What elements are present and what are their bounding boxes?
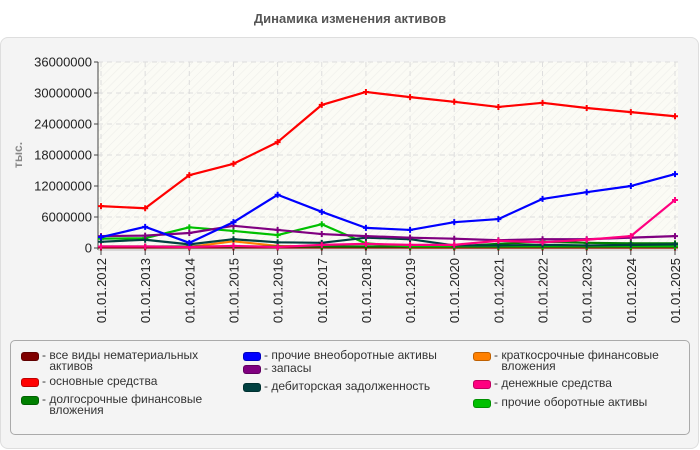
legend-swatch bbox=[473, 380, 491, 389]
svg-text:36000000: 36000000 bbox=[34, 55, 92, 70]
legend-item-cash: - денежные средства bbox=[473, 376, 612, 390]
svg-text:24000000: 24000000 bbox=[34, 117, 92, 132]
svg-text:01.01.2017: 01.01.2017 bbox=[315, 258, 330, 323]
legend-swatch bbox=[243, 365, 261, 374]
svg-text:01.01.2024: 01.01.2024 bbox=[624, 258, 639, 323]
svg-text:01.01.2018: 01.01.2018 bbox=[359, 258, 374, 323]
legend-label: запасы bbox=[271, 361, 312, 375]
svg-text:01.01.2015: 01.01.2015 bbox=[226, 258, 241, 323]
legend-item-other-current-assets: - прочие оборотные активы bbox=[473, 395, 648, 409]
legend-label: долгосрочные финансовые вложения bbox=[49, 392, 203, 417]
svg-text:01.01.2019: 01.01.2019 bbox=[403, 258, 418, 323]
legend-swatch bbox=[21, 396, 39, 405]
legend-label: краткосрочные финансовые вложения bbox=[501, 348, 659, 373]
legend-item-long-term-investments: - долгосрочные финансовые вложения bbox=[21, 392, 203, 417]
data-series bbox=[98, 88, 678, 251]
legend-swatch bbox=[473, 399, 491, 408]
y-axis-label: тыс. bbox=[11, 142, 25, 168]
grid-lines bbox=[98, 61, 678, 248]
legend-item-intangible-assets: - все виды нематериальных активов bbox=[21, 348, 199, 373]
chart-title: Динамика изменения активов bbox=[253, 11, 447, 26]
y-axis-ticks: 0 6000000 12000000 18000000 24000000 30000000… bbox=[34, 55, 98, 256]
svg-text:30000000: 30000000 bbox=[34, 86, 92, 101]
legend-swatch bbox=[21, 378, 39, 387]
svg-text:18000000: 18000000 bbox=[34, 148, 92, 163]
legend-label: основные средства bbox=[49, 374, 158, 388]
legend-swatch bbox=[243, 352, 261, 361]
legend-label: прочие оборотные активы bbox=[501, 395, 648, 409]
svg-text:01.01.2023: 01.01.2023 bbox=[580, 258, 595, 323]
legend-item-receivables: - дебиторская задолженность bbox=[243, 379, 431, 393]
line-chart: 0 6000000 12000000 18000000 24000000 30000000… bbox=[11, 55, 683, 324]
svg-text:01.01.2016: 01.01.2016 bbox=[271, 258, 286, 323]
svg-text:12000000: 12000000 bbox=[34, 179, 92, 194]
x-axis-ticks: 01.01.2012 01.01.2013 01.01.2014 01.01.2015… bbox=[94, 250, 683, 323]
legend-item-other-noncurrent-assets: - прочие внеоборотные активы bbox=[243, 348, 437, 362]
legend-label: все виды нематериальных активов bbox=[49, 348, 199, 373]
legend-label: денежные средства bbox=[501, 376, 612, 390]
chart-legend: - все виды нематериальных активов - осно… bbox=[10, 340, 690, 435]
legend-label: дебиторская задолженность bbox=[271, 379, 431, 393]
svg-text:01.01.2013: 01.01.2013 bbox=[138, 258, 153, 323]
legend-item-fixed-assets: - основные средства bbox=[21, 374, 158, 388]
legend-item-short-term-investments: - краткосрочные финансовые вложения bbox=[473, 348, 659, 373]
svg-text:0: 0 bbox=[85, 241, 92, 256]
svg-text:01.01.2014: 01.01.2014 bbox=[182, 258, 197, 323]
legend-label: прочие внеоборотные активы bbox=[271, 348, 437, 362]
svg-text:01.01.2021: 01.01.2021 bbox=[491, 258, 506, 323]
legend-swatch bbox=[473, 352, 491, 361]
svg-text:01.01.2022: 01.01.2022 bbox=[536, 258, 551, 323]
svg-text:01.01.2012: 01.01.2012 bbox=[94, 258, 109, 323]
series-line bbox=[98, 88, 678, 212]
legend-swatch bbox=[243, 383, 261, 392]
svg-text:01.01.2025: 01.01.2025 bbox=[668, 258, 683, 323]
series-line bbox=[98, 196, 678, 250]
svg-text:6000000: 6000000 bbox=[41, 210, 92, 225]
legend-item-inventory: - запасы bbox=[243, 361, 312, 375]
svg-text:01.01.2020: 01.01.2020 bbox=[447, 258, 462, 323]
series-line bbox=[98, 171, 678, 246]
legend-swatch bbox=[21, 352, 39, 361]
